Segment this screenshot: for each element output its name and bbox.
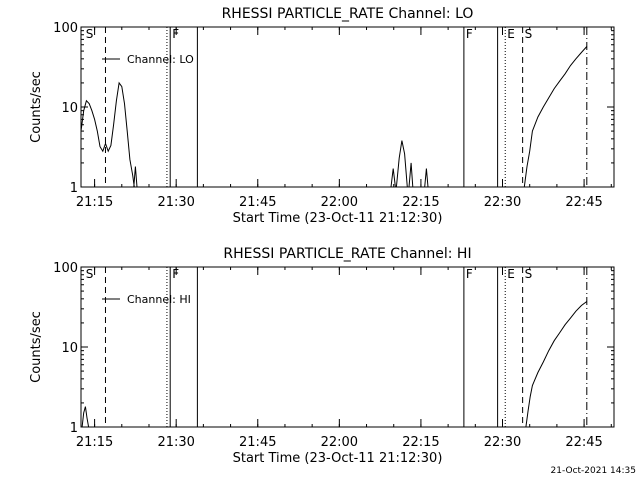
panel-1-x-tick-label: 22:30 [484,195,521,210]
panel-2-series-line-segment [525,301,588,428]
panel-1-y-tick-label: 100 [53,21,78,36]
panel-2-x-tick-label: 21:30 [157,435,194,450]
panel-1-x-tick-label: 21:45 [239,195,276,210]
panel-1-series-line-segment [133,166,138,188]
panel-2-x-tick-label: 21:45 [239,435,276,450]
panel-2-x-tick-label: 22:30 [484,435,521,450]
panel-1-series-line-segment [395,140,408,188]
panel-2-x-tick-label: 22:00 [321,435,358,450]
panel-2-flag-marker-label: E [507,267,515,281]
panel-2-x-axis-label: Start Time (23-Oct-11 21:12:30) [233,451,443,466]
footer-timestamp: 21-Oct-2021 14:35 [550,466,636,476]
panel-2-y-tick-label: 100 [53,261,78,276]
panel-1-series-line-segment [523,46,588,188]
panel-1-x-tick-label: 22:45 [565,195,602,210]
panel-1-flag-marker-label: F [466,27,473,41]
panel-2-flag-marker-label: F [466,267,473,281]
panel-1-y-tick-label: 1 [70,181,78,196]
panel-2-x-tick-label: 22:45 [565,435,602,450]
panel-1-flag-marker-label: S [86,27,94,41]
panel-1-flag-marker-label: F [172,27,179,41]
panel-1-x-tick-label: 22:15 [402,195,439,210]
panel-2-y-tick-label: 10 [61,341,78,356]
panel-2-y-tick-label: 1 [70,421,78,436]
panel-1-series-line-segment [424,168,429,188]
panel-1-y-axis-label: Counts/sec [29,71,44,143]
panel-1-series-line-segment [408,162,414,188]
panel-2-plot-frame [80,266,615,428]
panel-2-chart-title: RHESSI PARTICLE_RATE Channel: HI [223,246,471,262]
panel-2-y-axis-label: Counts/sec [29,311,44,383]
panel-2-x-tick-label: 22:15 [402,435,439,450]
panel-1-series-line-segment [390,168,396,188]
panel-2-flag-marker-label: S [525,267,533,281]
panel-1-x-axis-label: Start Time (23-Oct-11 21:12:30) [233,211,443,226]
panel-2-legend-label: Channel: HI [127,293,191,306]
panel-1-plot-frame [80,26,615,188]
panel-1-series-line-segment [80,81,135,188]
panel-1-flag-marker-label: E [507,27,515,41]
panel-1-chart-title: RHESSI PARTICLE_RATE Channel: LO [222,6,474,22]
panel-1-y-tick-label: 10 [61,101,78,116]
panel-2-flag-marker-label: S [86,267,94,281]
panel-1-legend-label: Channel: LO [127,53,194,66]
panel-1-x-tick-label: 21:30 [157,195,194,210]
panel-2-x-tick-label: 21:15 [76,435,113,450]
panel-2-flag-marker-label: F [172,267,179,281]
panel-1-x-tick-label: 21:15 [76,195,113,210]
panel-1-flag-marker-label: S [525,27,533,41]
panel-2-series-line-segment [81,406,90,428]
panel-1-x-tick-label: 22:00 [321,195,358,210]
